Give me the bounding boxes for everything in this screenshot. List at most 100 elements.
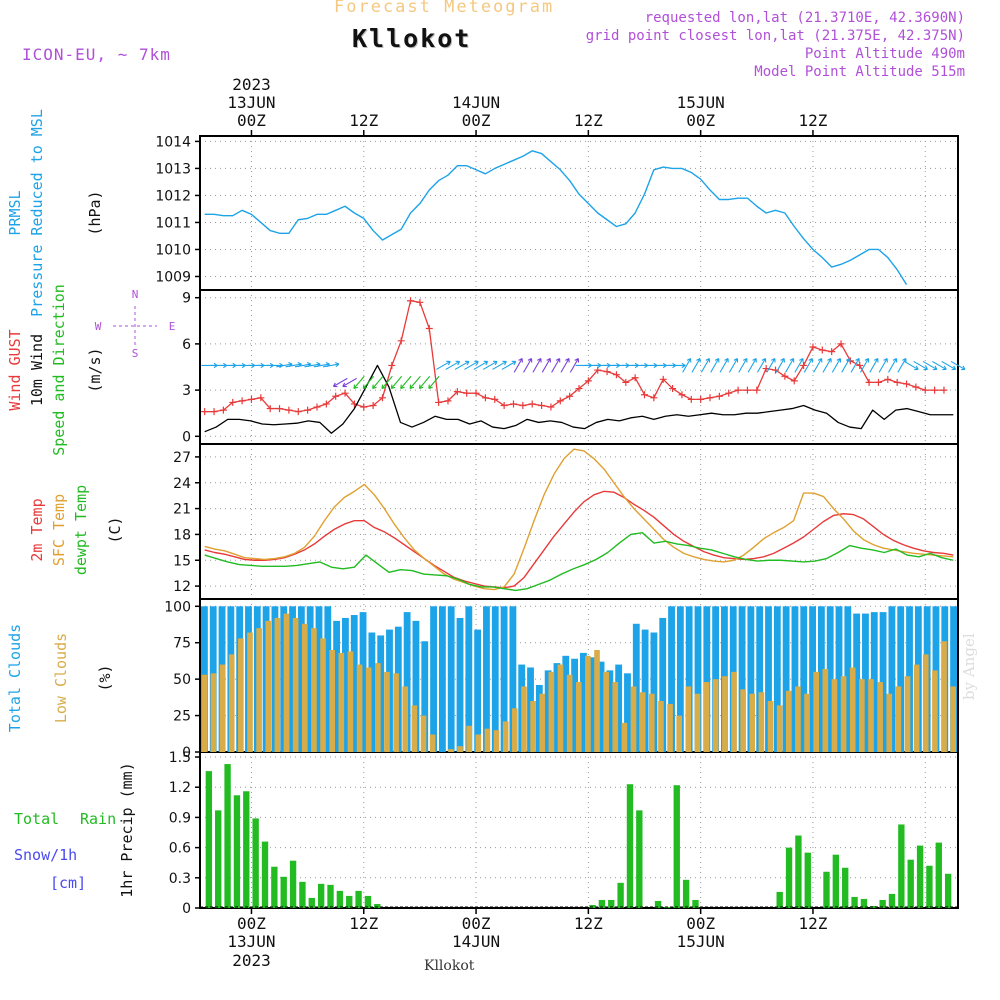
y-tick-label: 0.9: [169, 810, 191, 826]
wind-gust-marker: [781, 372, 789, 380]
total-cloud-bar: [659, 617, 667, 752]
wind-gust-marker: [865, 378, 873, 386]
grid-point-coords: grid point closest lon,lat (21.375E, 42.…: [585, 28, 965, 44]
wind-gust-marker: [612, 371, 620, 379]
wind-direction-arrow: [859, 358, 869, 373]
total-cloud-bar: [377, 635, 385, 752]
axis-label-10m-wind: 10m Wind: [28, 334, 46, 406]
precip-bar: [224, 764, 231, 908]
wind-gust-marker: [369, 402, 377, 409]
wind-gust-marker: [435, 398, 443, 406]
x-tick-label-top-hour: 00Z: [237, 111, 266, 130]
wind-direction-arrow: [757, 358, 766, 373]
wind-gust-marker: [874, 378, 882, 386]
precip-bar: [879, 899, 886, 908]
precip-bar: [935, 842, 942, 908]
chart-title: Forecast Meteogram: [334, 0, 555, 17]
wind-direction-arrowhead: [418, 384, 424, 390]
axis-unit-percent: (%): [96, 664, 114, 691]
wind-direction-arrowhead: [565, 358, 570, 363]
precip-bar: [832, 854, 840, 908]
wind-direction-arrow: [445, 360, 460, 370]
wind-direction-arrow: [950, 360, 966, 370]
panel-frame-temperature: [199, 443, 959, 600]
wind-gust-marker: [388, 361, 396, 369]
wind-gust-marker: [397, 337, 405, 345]
y-tick-label: 9: [182, 291, 191, 307]
wind-direction-arrow: [785, 358, 795, 373]
wind-direction-arrowhead: [752, 358, 757, 363]
wind-direction-arrowhead: [409, 384, 415, 390]
compass-n: N: [132, 288, 139, 301]
temp-2m-line: [204, 490, 954, 589]
y-tick-label: 1.5: [169, 750, 191, 766]
low-cloud-bar: [356, 664, 363, 752]
wind-gust-marker: [247, 395, 255, 403]
wind-gust-marker: [584, 377, 592, 385]
footer-location: Kllokot: [424, 958, 475, 974]
wind-direction-arrow: [869, 358, 879, 373]
wind-direction-arrowhead: [332, 382, 338, 388]
x-tick-label-top-day: 15JUN: [677, 93, 725, 112]
precip-bar: [842, 867, 849, 908]
wind-direction-arrow: [794, 358, 804, 373]
wind-direction-arrowhead: [960, 365, 966, 371]
total-cloud-bar: [862, 613, 869, 752]
wind-gust-marker: [341, 389, 349, 397]
wind-direction-arrowhead: [696, 358, 701, 363]
total-cloud-bar: [694, 606, 702, 752]
point-altitude: Point Altitude 490m: [804, 46, 965, 62]
precip-bar: [673, 785, 680, 908]
precip-bar: [636, 810, 643, 908]
wind-direction-arrow: [353, 375, 365, 389]
wind-direction-arrowhead: [864, 358, 870, 363]
y-tick-label: 0: [182, 745, 191, 761]
wind-gust-marker: [575, 385, 583, 393]
x-tick-label-bottom-hour: 12Z: [574, 914, 603, 933]
low-cloud-bar: [667, 703, 673, 752]
low-cloud-bar: [658, 701, 664, 752]
low-cloud-bar: [530, 701, 536, 752]
axis-label-2m-temp: 2m Temp: [28, 498, 46, 561]
low-cloud-bar: [420, 715, 427, 752]
wind-direction-arrow: [913, 360, 928, 370]
wind-direction-arrowhead: [511, 360, 517, 366]
wind-direction-arrowhead: [390, 384, 396, 390]
wind-direction-arrow: [464, 360, 479, 370]
precip-bar: [280, 876, 287, 908]
precip-bar: [804, 852, 811, 908]
axis-label-dewpt: dewpt Temp: [72, 485, 90, 575]
wind-direction-arrowhead: [827, 358, 832, 363]
y-tick-label: 0: [182, 429, 191, 445]
wind-gust-marker: [641, 391, 649, 399]
wind-gust-marker: [912, 383, 920, 391]
wind-direction-arrow: [454, 360, 470, 370]
wind-direction-arrowhead: [334, 362, 340, 368]
low-cloud-bar: [228, 654, 235, 752]
wind-direction-arrowhead: [742, 358, 748, 363]
wind-direction-arrow: [551, 358, 561, 373]
precip-bar: [336, 890, 344, 908]
low-cloud-bar: [347, 651, 354, 752]
wind-gust-marker: [622, 378, 630, 386]
wind-gust-marker: [659, 375, 667, 383]
wind-direction-arrow: [362, 375, 375, 389]
low-cloud-bar: [740, 689, 746, 752]
total-cloud-bar: [597, 661, 605, 752]
precip-bar: [776, 891, 783, 908]
wind-direction-arrowhead: [362, 384, 368, 390]
precip-bar: [327, 884, 334, 908]
wind-direction-arrowhead: [914, 365, 919, 371]
wind-gust-marker: [500, 402, 508, 409]
wind-direction-arrow: [400, 375, 412, 389]
wind-direction-arrow: [304, 363, 321, 368]
wind-direction-arrowhead: [372, 384, 377, 390]
low-cloud-bar: [201, 674, 208, 752]
low-cloud-bar: [722, 676, 728, 752]
low-cloud-bar: [219, 664, 226, 752]
axis-label-precip: 1hr Precip (mm): [118, 762, 136, 897]
wind-gust-marker: [491, 395, 499, 403]
wind-gust-marker: [294, 408, 302, 416]
wind-direction-arrowhead: [483, 360, 489, 366]
